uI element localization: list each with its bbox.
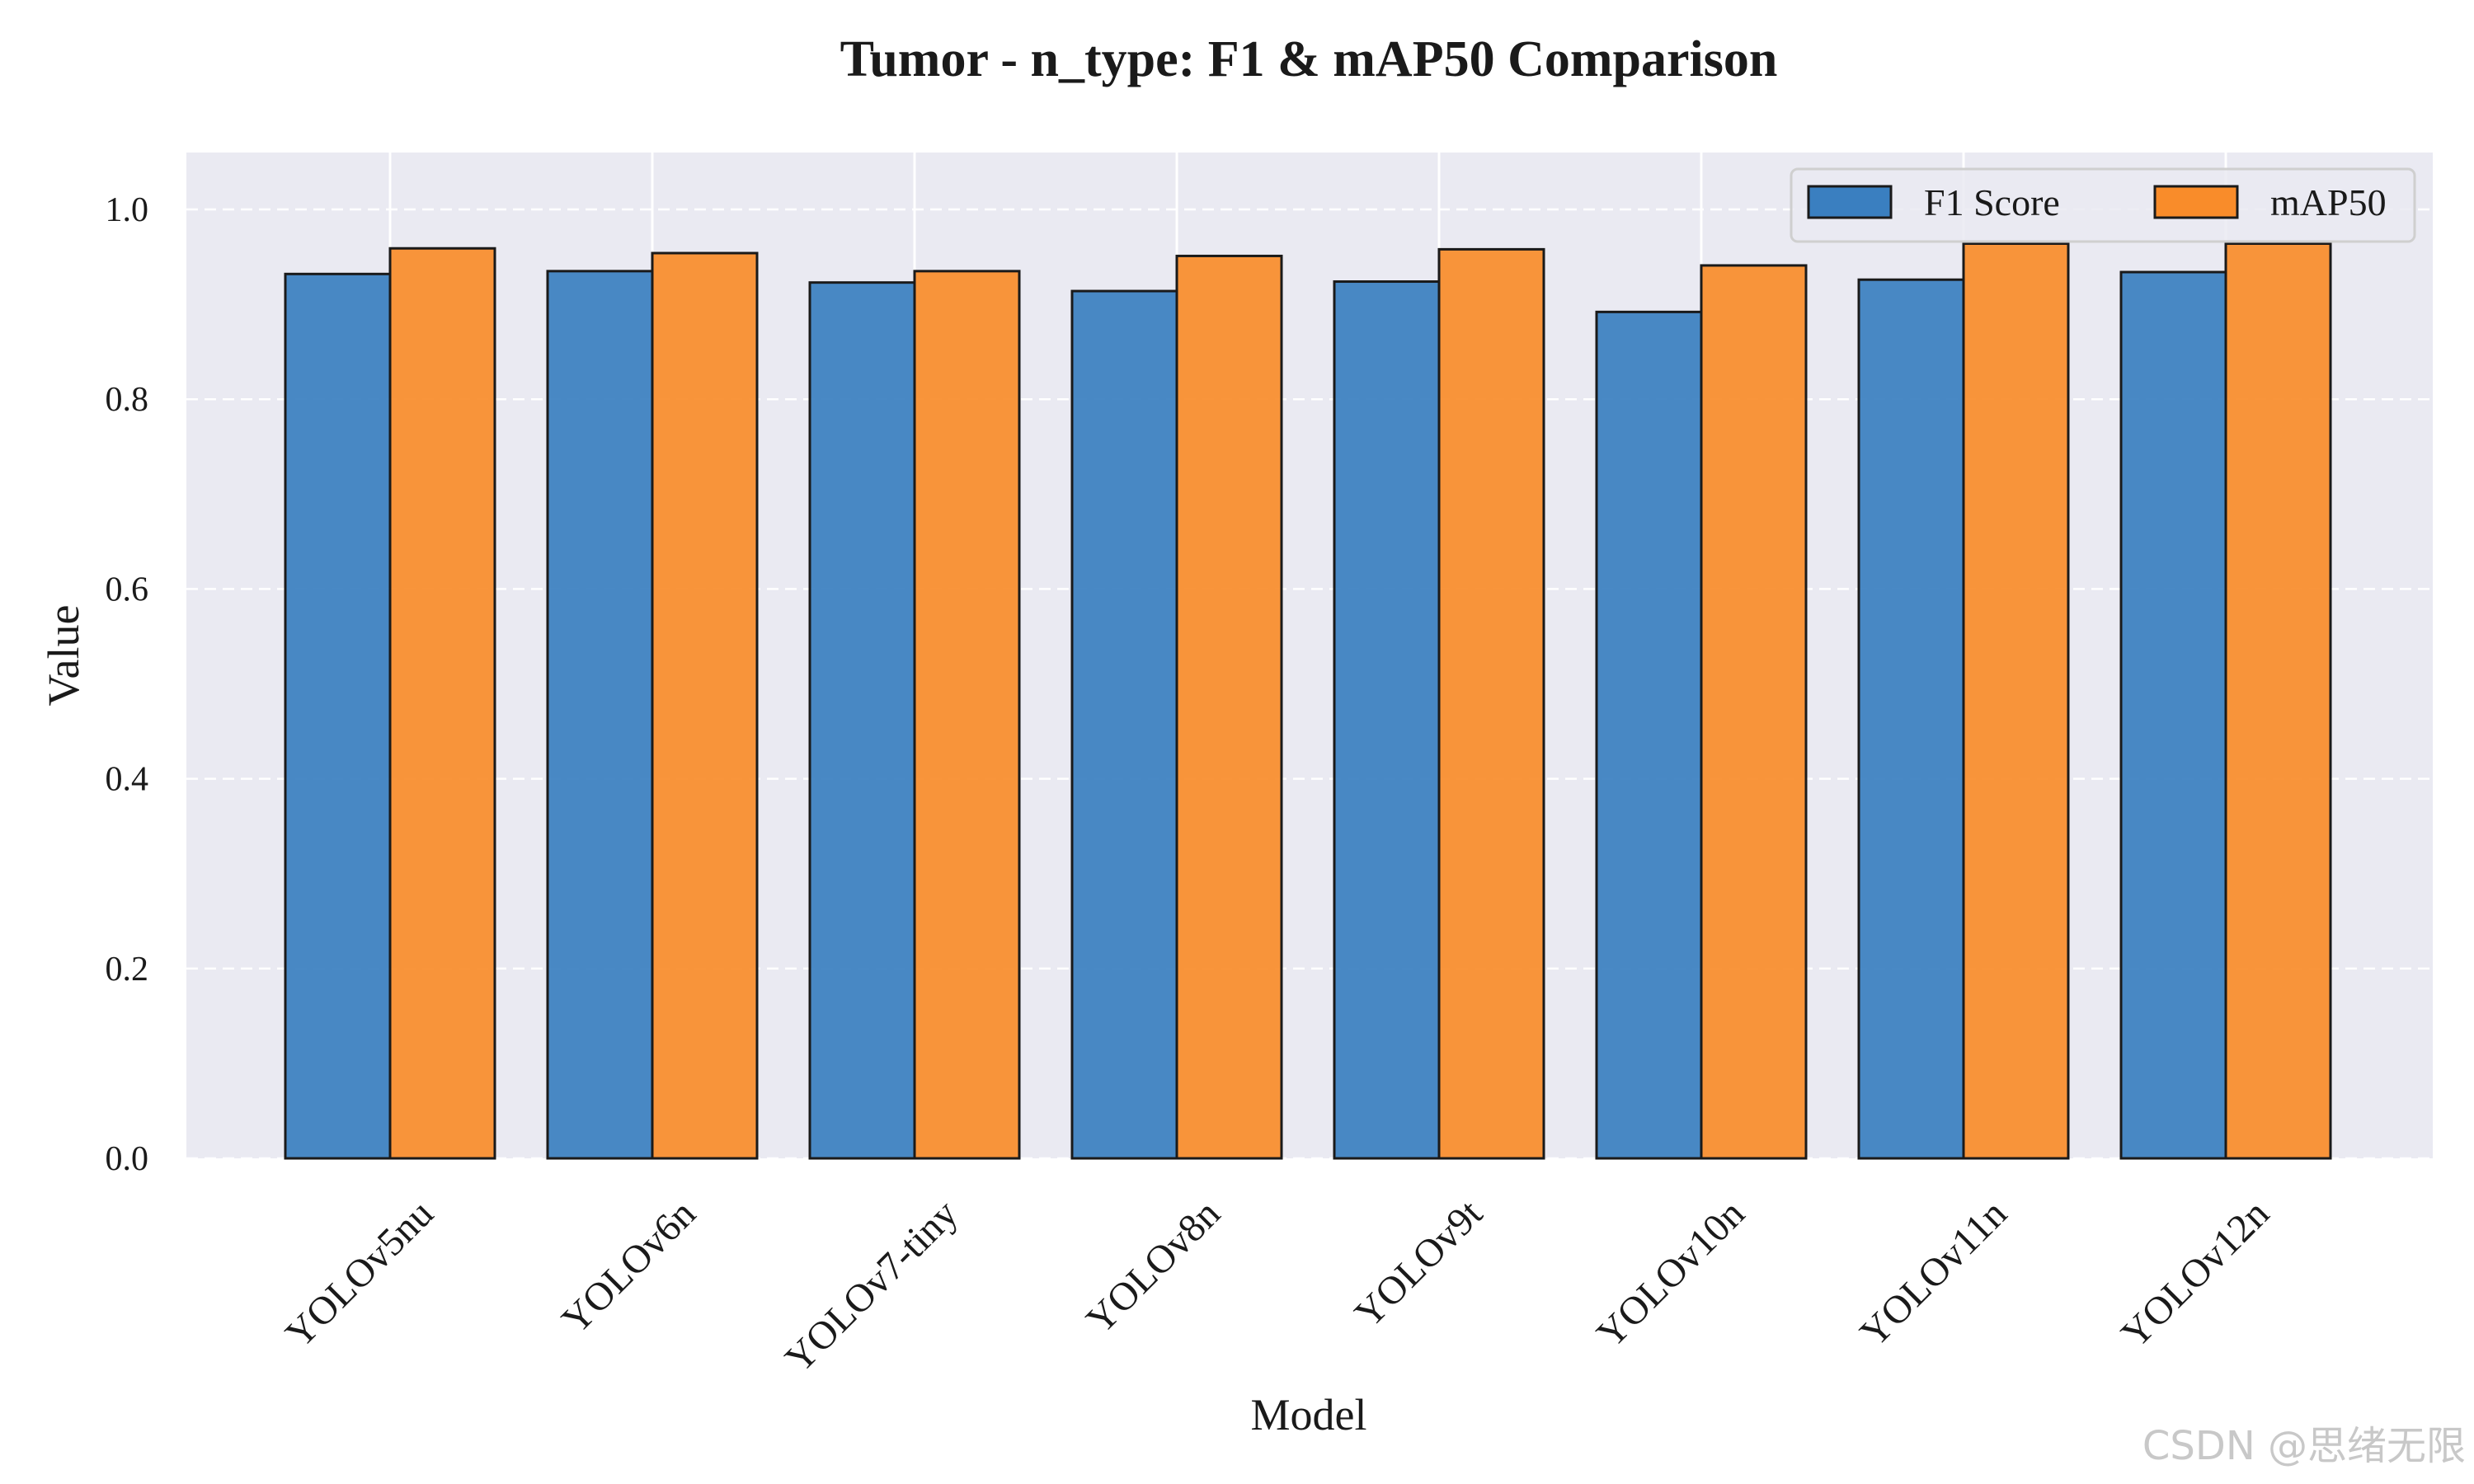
chart-title: Tumor - n_type: F1 & mAP50 Comparison xyxy=(840,31,1778,87)
y-axis-ticks: 0.0 0.2 0.4 0.6 0.8 1.0 xyxy=(106,191,149,1178)
bars xyxy=(284,242,2332,1160)
y-tick-label: 0.6 xyxy=(106,571,149,608)
bar-map50 xyxy=(2224,242,2332,1160)
bar-map50 xyxy=(913,270,1021,1160)
bar-f1 xyxy=(284,272,392,1160)
x-tick-label: YOLOv8n xyxy=(1078,1191,1229,1342)
y-tick-label: 0.0 xyxy=(106,1140,149,1178)
bar-f1 xyxy=(1333,280,1441,1160)
legend-label: F1 Score xyxy=(1924,181,2060,223)
plot-area xyxy=(186,153,2433,1158)
y-tick-label: 0.2 xyxy=(106,951,149,989)
watermark: CSDN @思绪无限 xyxy=(2142,1423,2466,1469)
bar-f1 xyxy=(1857,278,1965,1160)
y-tick-label: 0.8 xyxy=(106,381,149,419)
bar-f1 xyxy=(1595,310,1703,1160)
legend-swatch xyxy=(2153,185,2239,219)
x-tick-label: YOLOv9t xyxy=(1347,1191,1492,1336)
x-tick-label: YOLOv12n xyxy=(2113,1191,2278,1356)
bar-map50 xyxy=(1962,242,2070,1160)
x-tick-label: YOLOv6n xyxy=(553,1191,704,1342)
bar-f1 xyxy=(2119,270,2227,1160)
bar-map50 xyxy=(1175,254,1283,1160)
x-axis-label: Model xyxy=(1251,1390,1367,1439)
legend-swatch xyxy=(1807,185,1893,219)
legend-label: mAP50 xyxy=(2270,181,2387,223)
x-tick-label: YOLOv10n xyxy=(1588,1191,1753,1356)
y-tick-label: 1.0 xyxy=(106,191,149,229)
bar-f1 xyxy=(546,270,654,1160)
x-tick-label: YOLOv5nu xyxy=(277,1191,442,1356)
y-tick-label: 0.4 xyxy=(106,761,149,799)
legend-box xyxy=(1790,167,2416,243)
bar-map50 xyxy=(1700,264,1808,1160)
y-axis-label: Value xyxy=(39,605,88,707)
x-tick-label: YOLOv11n xyxy=(1851,1191,2015,1355)
x-axis-ticks: YOLOv5nu YOLOv6n YOLOv7-tiny YOLOv8n YOLOv9t… xyxy=(277,1191,2278,1381)
bar-f1 xyxy=(1070,289,1178,1160)
bar-f1 xyxy=(808,281,916,1160)
x-tick-label: YOLOv7-tiny xyxy=(777,1191,967,1381)
bar-map50 xyxy=(1437,247,1545,1160)
bar-map50 xyxy=(388,247,496,1160)
legend: F1 Score mAP50 xyxy=(1790,167,2416,243)
bar-map50 xyxy=(651,251,759,1160)
